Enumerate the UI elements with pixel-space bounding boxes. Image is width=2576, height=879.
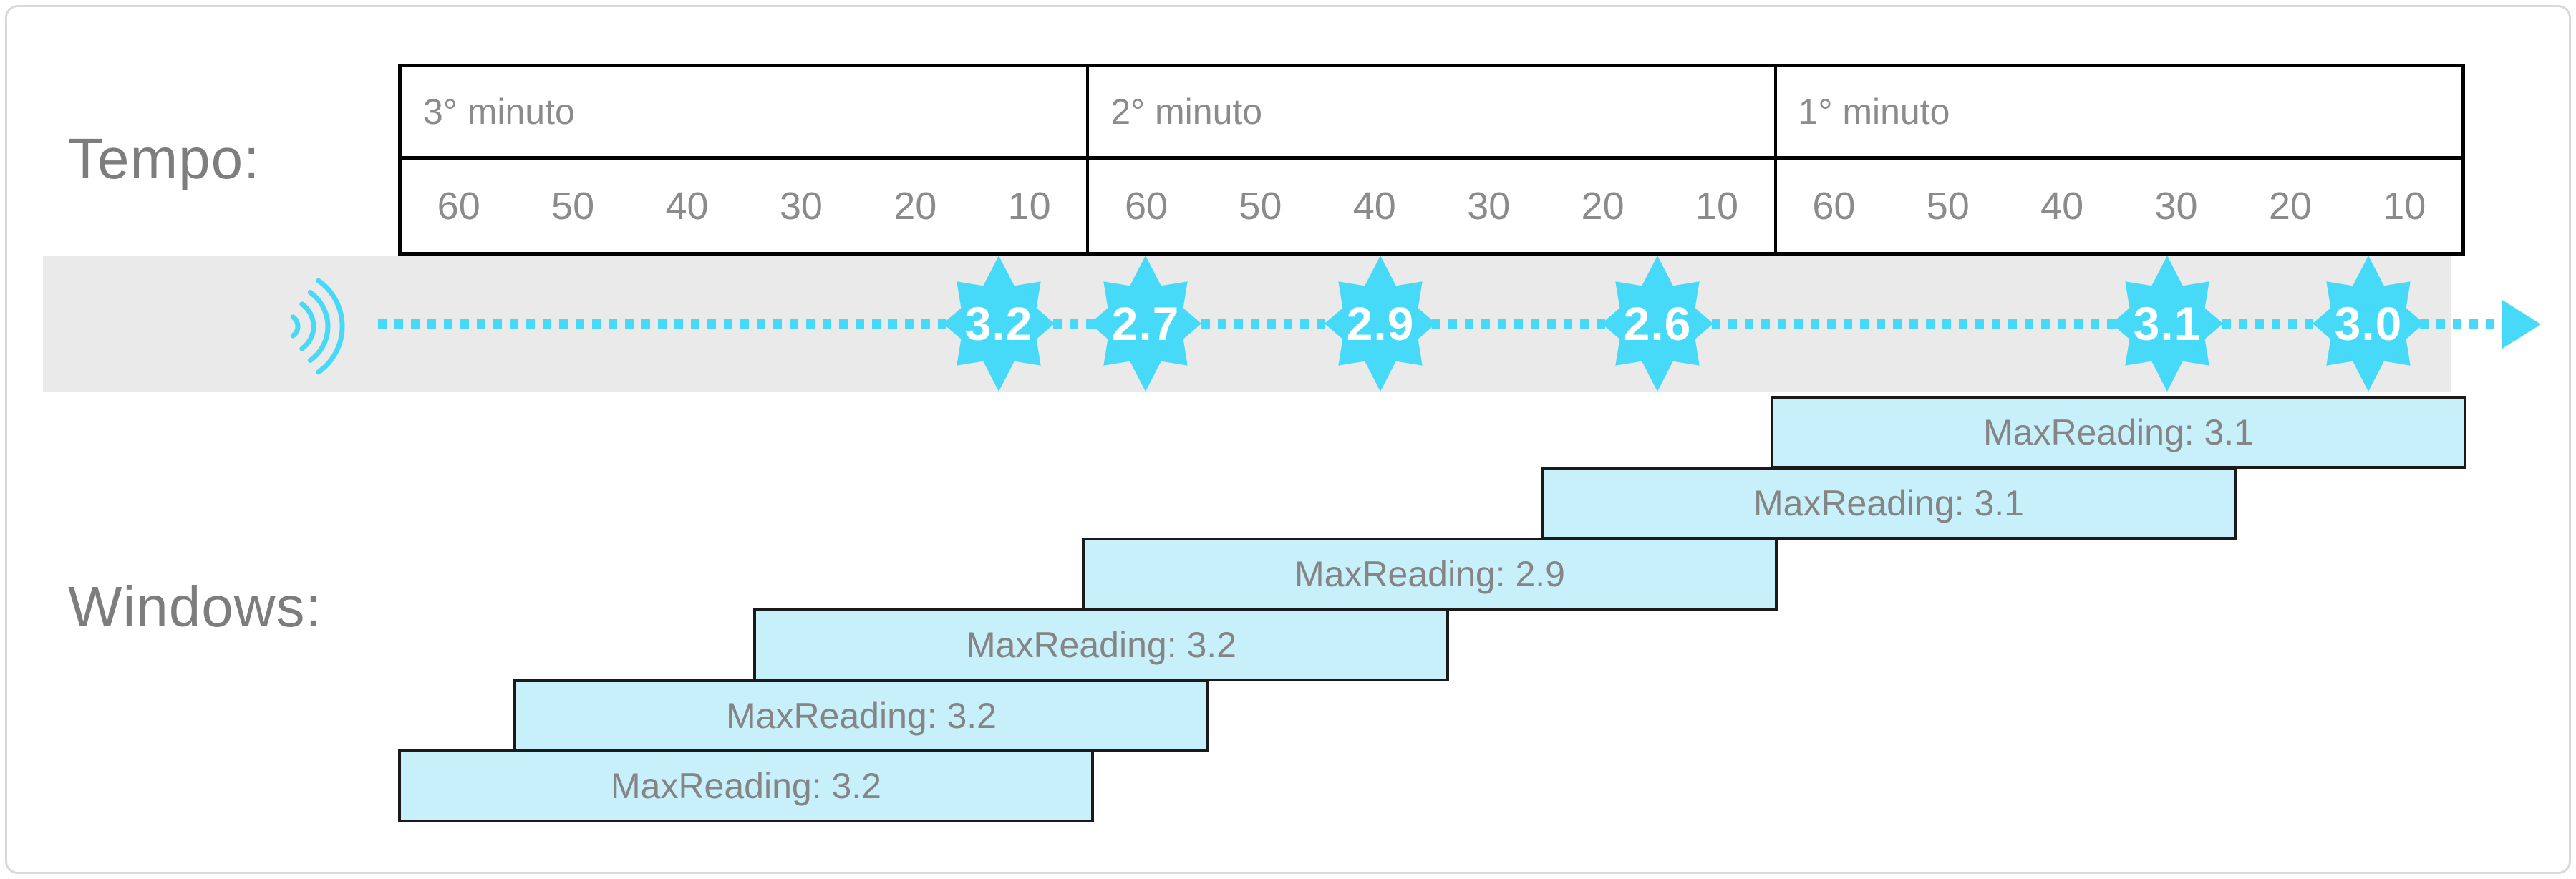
tick-label: 30	[2154, 184, 2198, 228]
tick-label: 20	[2268, 184, 2312, 228]
window-max-reading-label: MaxReading: 2.9	[1294, 554, 1565, 594]
window-max-reading-label: MaxReading: 3.1	[1982, 412, 2254, 452]
window-bar: MaxReading: 3.2	[513, 679, 1209, 752]
starburst-icon	[1090, 256, 1201, 392]
tick-label: 10	[2383, 184, 2426, 228]
event-stream-dotted-line	[378, 319, 2508, 329]
timeline-minute-panel: 1° minuto 60 50 40 30 20 10	[1773, 67, 2461, 252]
arrow-right-icon	[2502, 300, 2541, 349]
window-bar: MaxReading: 3.1	[1771, 396, 2466, 469]
tick-label: 50	[1926, 184, 1970, 228]
minute-ticks: 60 50 40 30 20 10	[1089, 160, 1773, 252]
minute-label: 1° minuto	[1776, 67, 2461, 160]
tempo-row-label: Tempo:	[68, 127, 261, 190]
minute-ticks: 60 50 40 30 20 10	[1777, 160, 2461, 252]
event-value: 2.9	[1346, 297, 1415, 350]
event-badge: 2.6	[1600, 255, 1715, 392]
starburst-icon	[2111, 256, 2223, 392]
tick-label: 10	[1007, 184, 1051, 228]
window-max-reading-label: MaxReading: 3.2	[725, 696, 997, 736]
sound-waves-icon	[290, 278, 345, 375]
starburst-icon	[1602, 256, 1713, 392]
windows-row-label: Windows:	[68, 575, 322, 638]
window-bar: MaxReading: 3.1	[1541, 467, 2237, 540]
event-badge: 3.0	[2311, 255, 2426, 392]
tick-label: 60	[1124, 184, 1168, 228]
tick-label: 20	[894, 184, 937, 228]
minute-label: 2° minuto	[1089, 67, 1774, 160]
tick-label: 40	[1352, 184, 1396, 228]
window-bar: MaxReading: 3.2	[753, 608, 1449, 681]
tick-label: 40	[2040, 184, 2084, 228]
tick-label: 60	[437, 184, 480, 228]
tick-label: 30	[1467, 184, 1511, 228]
event-badge: 2.7	[1088, 255, 1203, 392]
event-value: 3.0	[2334, 297, 2403, 350]
time-axis-table: 3° minuto 60 50 40 30 20 10 2° minuto 60 50 40 3…	[398, 64, 2465, 256]
tick-label: 20	[1581, 184, 1624, 228]
event-badge: 2.9	[1323, 255, 1438, 392]
tick-label: 50	[1239, 184, 1282, 228]
event-badge: 3.1	[2110, 255, 2224, 392]
tick-label: 40	[665, 184, 709, 228]
event-value: 2.7	[1111, 297, 1180, 350]
window-max-reading-label: MaxReading: 3.2	[965, 625, 1236, 665]
tick-label: 60	[1812, 184, 1856, 228]
window-bar: MaxReading: 3.2	[398, 749, 1094, 822]
event-value: 2.6	[1623, 297, 1692, 350]
starburst-icon	[2313, 256, 2424, 392]
tick-label: 30	[779, 184, 823, 228]
window-bar: MaxReading: 2.9	[1082, 538, 1778, 611]
starburst-icon	[1325, 256, 1436, 392]
tick-label: 10	[1695, 184, 1739, 228]
minute-label: 3° minuto	[402, 67, 1087, 160]
minute-ticks: 60 50 40 30 20 10	[402, 160, 1086, 252]
window-max-reading-label: MaxReading: 3.1	[1753, 483, 2024, 523]
tick-label: 50	[551, 184, 595, 228]
window-max-reading-label: MaxReading: 3.2	[610, 766, 881, 806]
starburst-icon	[943, 256, 1055, 392]
timeline-minute-panel: 2° minuto 60 50 40 30 20 10	[1086, 67, 1774, 252]
timeline-minute-panel: 3° minuto 60 50 40 30 20 10	[402, 67, 1087, 252]
event-value: 3.1	[2133, 297, 2202, 350]
event-value: 3.2	[964, 297, 1033, 350]
event-badge: 3.2	[941, 255, 1056, 392]
